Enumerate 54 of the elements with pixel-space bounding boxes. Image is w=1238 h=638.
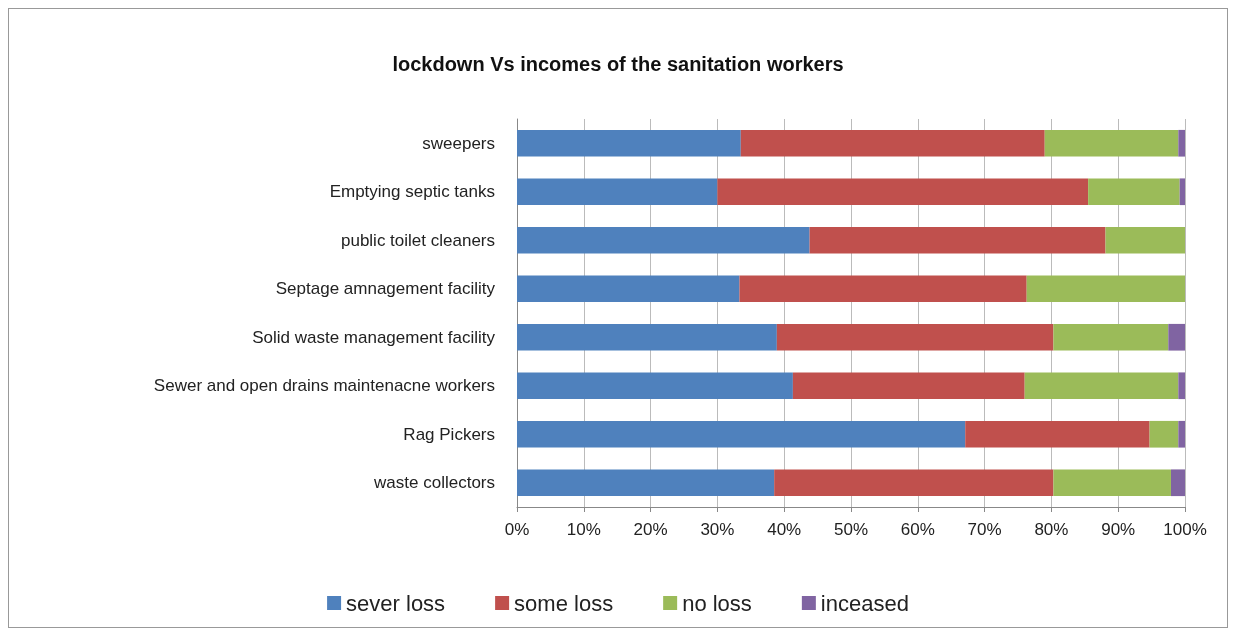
bar bbox=[1178, 129, 1185, 157]
bar bbox=[717, 178, 1089, 206]
bar bbox=[1105, 226, 1185, 254]
bar bbox=[517, 420, 966, 448]
x-tick-label: 80% bbox=[1034, 520, 1069, 539]
bar bbox=[1026, 275, 1185, 303]
x-tick-label: 90% bbox=[1101, 520, 1136, 539]
y-tick-label: Emptying septic tanks bbox=[329, 182, 495, 202]
y-tick-label: Solid waste management facility bbox=[252, 327, 496, 347]
bar bbox=[517, 275, 740, 303]
x-tick-label: 10% bbox=[566, 520, 601, 539]
legend-label: no loss bbox=[682, 590, 752, 616]
y-tick-label: Septage amnagement facility bbox=[275, 279, 496, 299]
bar bbox=[517, 323, 777, 351]
bar bbox=[1053, 469, 1171, 497]
bar bbox=[809, 226, 1106, 254]
bar bbox=[740, 129, 1045, 157]
bar bbox=[517, 129, 741, 157]
legend-label: inceased bbox=[820, 590, 909, 616]
bar bbox=[965, 420, 1150, 448]
x-tick-label: 100% bbox=[1163, 520, 1207, 539]
bar bbox=[776, 323, 1054, 351]
bar bbox=[1178, 372, 1185, 400]
legend-label: sever loss bbox=[346, 590, 446, 616]
bar bbox=[774, 469, 1054, 497]
x-tick-label: 40% bbox=[767, 520, 802, 539]
bar bbox=[517, 226, 810, 254]
y-tick-label: Rag Pickers bbox=[403, 424, 495, 444]
bar bbox=[517, 372, 793, 400]
bar bbox=[1044, 129, 1179, 157]
bar bbox=[1170, 469, 1185, 497]
bar bbox=[1053, 323, 1169, 351]
bar bbox=[1179, 178, 1185, 206]
bar bbox=[1024, 372, 1179, 400]
x-tick-label: 0% bbox=[504, 520, 530, 539]
y-tick-label: sweepers bbox=[422, 133, 495, 153]
bar bbox=[1149, 420, 1179, 448]
bar bbox=[1088, 178, 1180, 206]
y-tick-label: waste collectors bbox=[373, 473, 495, 493]
bar bbox=[739, 275, 1027, 303]
legend-label: some loss bbox=[514, 590, 614, 616]
bar bbox=[1178, 420, 1185, 448]
y-tick-label: Sewer and open drains maintenacne workers bbox=[153, 376, 495, 396]
chart-title: lockdown Vs incomes of the sanitation workers bbox=[392, 53, 844, 75]
x-tick-label: 20% bbox=[633, 520, 668, 539]
x-tick-label: 50% bbox=[833, 520, 869, 539]
x-tick-label: 30% bbox=[700, 520, 735, 539]
bar bbox=[792, 372, 1025, 400]
bar bbox=[517, 469, 775, 497]
bar bbox=[1168, 323, 1185, 351]
bar bbox=[517, 178, 718, 206]
y-tick-label: public toilet cleaners bbox=[340, 230, 495, 250]
x-tick-label: 70% bbox=[967, 520, 1002, 539]
x-tick-label: 60% bbox=[900, 520, 935, 539]
